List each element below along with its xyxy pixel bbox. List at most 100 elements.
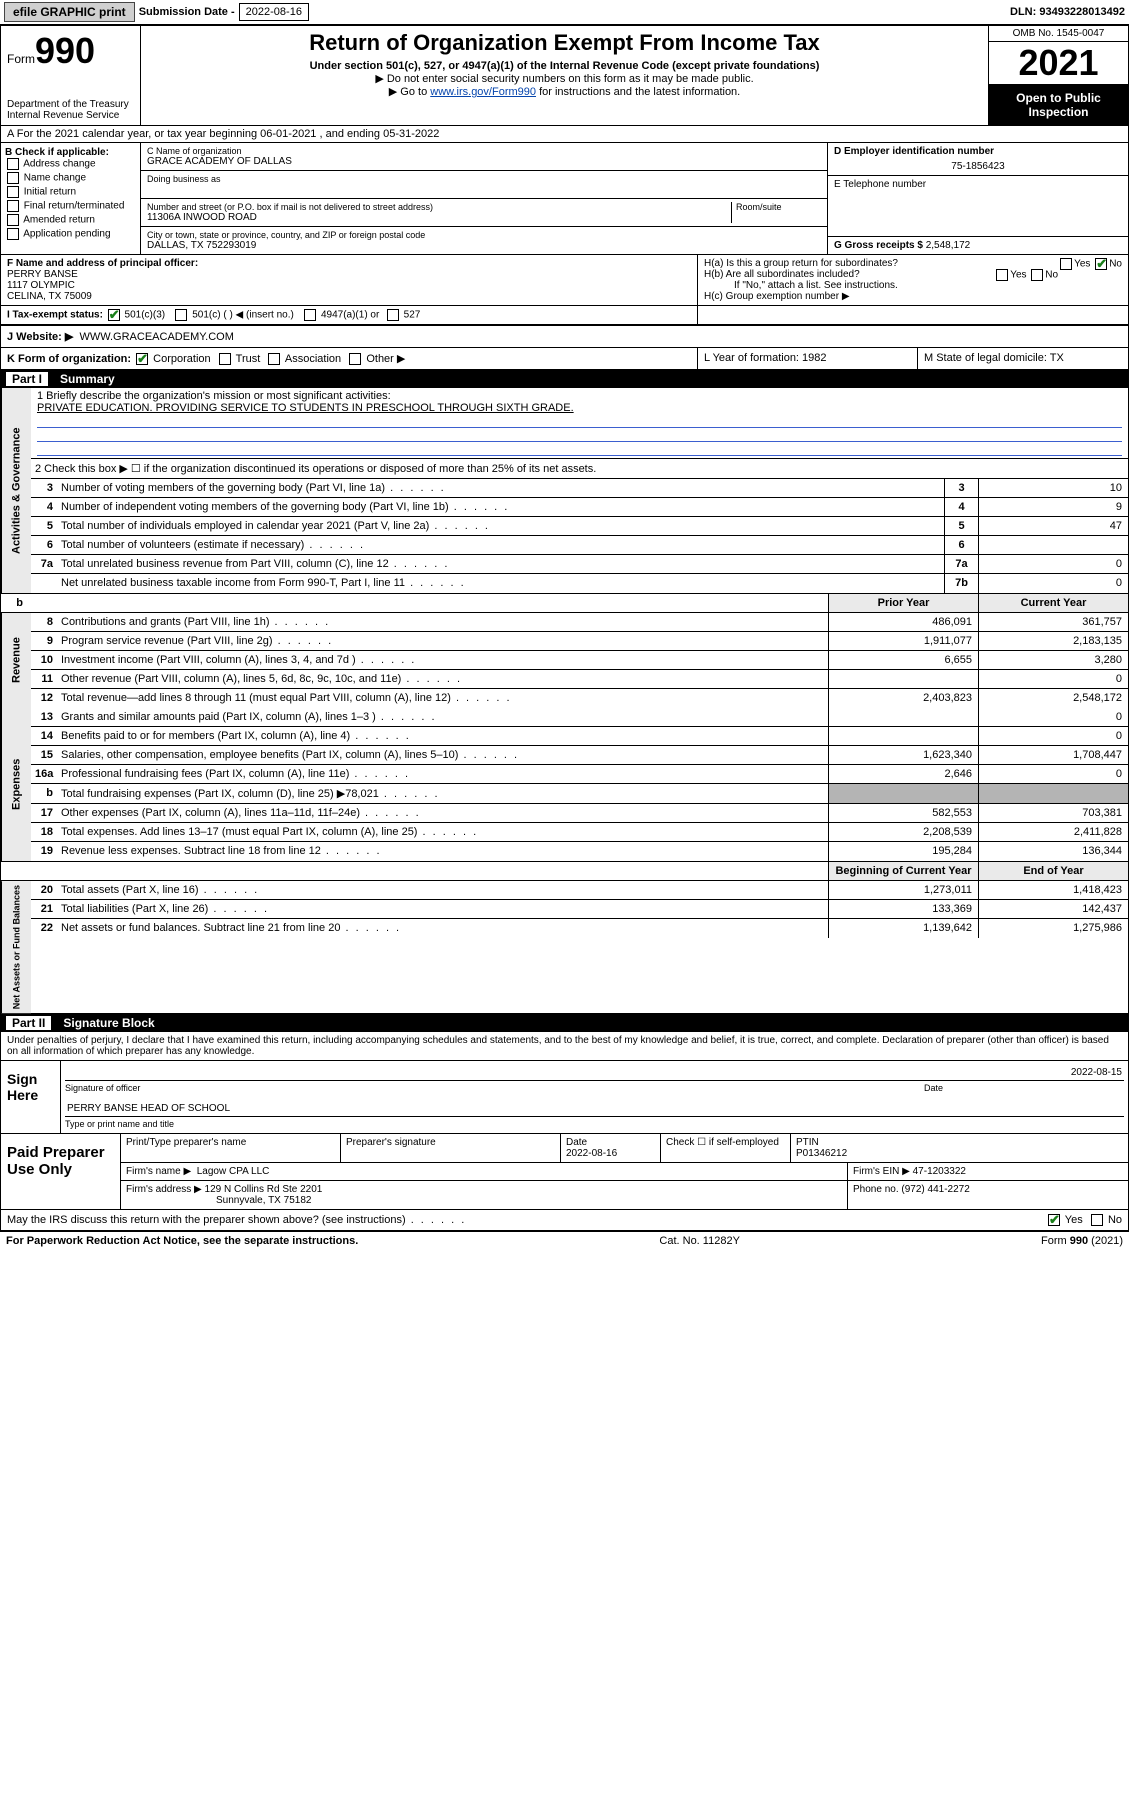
may-yes[interactable] <box>1048 1214 1060 1226</box>
footer: For Paperwork Reduction Act Notice, see … <box>0 1231 1129 1250</box>
chk-final[interactable]: Final return/terminated <box>5 200 136 212</box>
curr-hdr: Current Year <box>978 594 1128 612</box>
sign-block: Sign Here 2022-08-15 Signature of office… <box>0 1061 1129 1134</box>
chk-name[interactable]: Name change <box>5 172 136 184</box>
chk-address[interactable]: Address change <box>5 158 136 170</box>
hc: H(c) Group exemption number ▶ <box>704 291 1122 302</box>
may-no[interactable] <box>1091 1214 1103 1226</box>
efile-button[interactable]: efile GRAPHIC print <box>4 2 135 22</box>
dba-label: Doing business as <box>147 174 821 184</box>
ein: 75-1856423 <box>834 157 1122 172</box>
firm-phone: (972) 441-2272 <box>901 1184 969 1195</box>
sig-lab: Signature of officer <box>65 1083 924 1093</box>
form-word: Form <box>7 52 35 66</box>
mission-text: PRIVATE EDUCATION. PROVIDING SERVICE TO … <box>37 402 1122 414</box>
omb: OMB No. 1545-0047 <box>989 26 1128 42</box>
firm-addr1: 129 N Collins Rd Ste 2201 <box>205 1184 323 1195</box>
row-k: K Form of organization: Corporation Trus… <box>0 348 1129 370</box>
i-label: I Tax-exempt status: <box>7 310 103 321</box>
firm-name: Lagow CPA LLC <box>197 1166 270 1177</box>
officer-name: PERRY BANSE <box>7 269 691 280</box>
org-name: GRACE ACADEMY OF DALLAS <box>147 156 821 167</box>
paid-label: Paid Preparer Use Only <box>1 1134 121 1209</box>
sub-date: 2022-08-16 <box>239 3 309 21</box>
sign-date: 2022-08-15 <box>1071 1067 1122 1078</box>
ha: H(a) Is this a group return for subordin… <box>704 258 1122 269</box>
row-i-j: I Tax-exempt status: 501(c)(3) 501(c) ( … <box>0 306 1129 326</box>
officer-sig-name: PERRY BANSE HEAD OF SCHOOL <box>67 1103 230 1114</box>
hb: H(b) Are all subordinates included? Yes … <box>704 269 1122 280</box>
b-label: B Check if applicable: <box>5 147 136 158</box>
vlabel-rev: Revenue <box>1 613 31 708</box>
street: 11306A INWOOD ROAD <box>147 212 731 223</box>
open-inspection: Open to Public Inspection <box>989 85 1128 125</box>
line2: 2 Check this box ▶ ☐ if the organization… <box>31 459 1128 478</box>
vlabel-gov: Activities & Governance <box>1 388 31 593</box>
eoy-hdr: End of Year <box>978 862 1128 880</box>
chk-501c3[interactable] <box>108 309 120 321</box>
prep-sig-lab: Preparer's signature <box>341 1134 561 1162</box>
prep-date: 2022-08-16 <box>566 1148 617 1159</box>
vlabel-exp: Expenses <box>1 708 31 861</box>
c-name-label: C Name of organization <box>147 146 821 156</box>
paid-preparer: Paid Preparer Use Only Print/Type prepar… <box>0 1134 1129 1210</box>
subtitle: Under section 501(c), 527, or 4947(a)(1)… <box>149 60 980 72</box>
room-label: Room/suite <box>736 202 821 212</box>
year-formation: L Year of formation: 1982 <box>698 348 918 369</box>
website: WWW.GRACEACADEMY.COM <box>79 331 233 343</box>
part2-header: Part IISignature Block <box>0 1014 1129 1032</box>
dln: DLN: 93493228013492 <box>1010 6 1125 18</box>
irs: Internal Revenue Service <box>7 110 134 121</box>
firm-addr2: Sunnyvale, TX 75182 <box>126 1195 311 1206</box>
name-lab: Type or print name and title <box>65 1119 1124 1129</box>
chk-amended[interactable]: Amended return <box>5 214 136 226</box>
f-label: F Name and address of principal officer: <box>7 258 691 269</box>
part1-summary: Activities & Governance 1 Briefly descri… <box>0 388 1129 1014</box>
chk-501c[interactable] <box>175 309 187 321</box>
chk-trust[interactable] <box>219 353 231 365</box>
gross-label: G Gross receipts $ <box>834 240 923 251</box>
form-ref: Form 990 (2021) <box>1041 1235 1123 1247</box>
self-emp: Check ☐ if self-employed <box>661 1134 791 1162</box>
firm-ein: 47-1203322 <box>913 1166 966 1177</box>
topbar: efile GRAPHIC print Submission Date - 20… <box>0 0 1129 25</box>
dept: Department of the Treasury <box>7 99 134 110</box>
form-number: 990 <box>35 30 95 71</box>
chk-pending[interactable]: Application pending <box>5 228 136 240</box>
block-b-c-d: B Check if applicable: Address change Na… <box>0 143 1129 255</box>
may-discuss: May the IRS discuss this return with the… <box>0 1210 1129 1231</box>
chk-assoc[interactable] <box>268 353 280 365</box>
officer-addr2: CELINA, TX 75009 <box>7 291 691 302</box>
cat-no: Cat. No. 11282Y <box>659 1235 740 1247</box>
chk-other[interactable] <box>349 353 361 365</box>
date-lab: Date <box>924 1083 1124 1093</box>
tel-label: E Telephone number <box>834 179 1122 190</box>
domicile: M State of legal domicile: TX <box>918 348 1128 369</box>
paperwork: For Paperwork Reduction Act Notice, see … <box>6 1235 358 1247</box>
sign-label: Sign Here <box>1 1061 61 1133</box>
col-b: B Check if applicable: Address change Na… <box>1 143 141 254</box>
header: Form990 Department of the Treasury Inter… <box>0 25 1129 126</box>
row-f-h: F Name and address of principal officer:… <box>0 255 1129 306</box>
vlabel-nab: Net Assets or Fund Balances <box>1 881 31 1013</box>
penalty-text: Under penalties of perjury, I declare th… <box>0 1032 1129 1061</box>
part1-header: Part ISummary <box>0 370 1129 388</box>
chk-4947[interactable] <box>304 309 316 321</box>
city: DALLAS, TX 752293019 <box>147 240 821 251</box>
ein-label: D Employer identification number <box>834 146 1122 157</box>
row-j: J Website: ▶ WWW.GRACEACADEMY.COM <box>0 326 1129 348</box>
ptin: P01346212 <box>796 1148 847 1159</box>
irs-link[interactable]: www.irs.gov/Form990 <box>430 86 536 98</box>
sub-label: Submission Date - <box>139 6 235 18</box>
boy-hdr: Beginning of Current Year <box>828 862 978 880</box>
addr-label: Number and street (or P.O. box if mail i… <box>147 202 731 212</box>
note1: ▶ Do not enter social security numbers o… <box>149 72 980 85</box>
row-a: A For the 2021 calendar year, or tax yea… <box>0 126 1129 143</box>
tax-year: 2021 <box>989 42 1128 85</box>
line1-label: 1 Briefly describe the organization's mi… <box>37 390 1122 402</box>
chk-527[interactable] <box>387 309 399 321</box>
chk-initial[interactable]: Initial return <box>5 186 136 198</box>
col-d-e-g: D Employer identification number75-18564… <box>828 143 1128 254</box>
prep-name-lab: Print/Type preparer's name <box>121 1134 341 1162</box>
chk-corp[interactable] <box>136 353 148 365</box>
